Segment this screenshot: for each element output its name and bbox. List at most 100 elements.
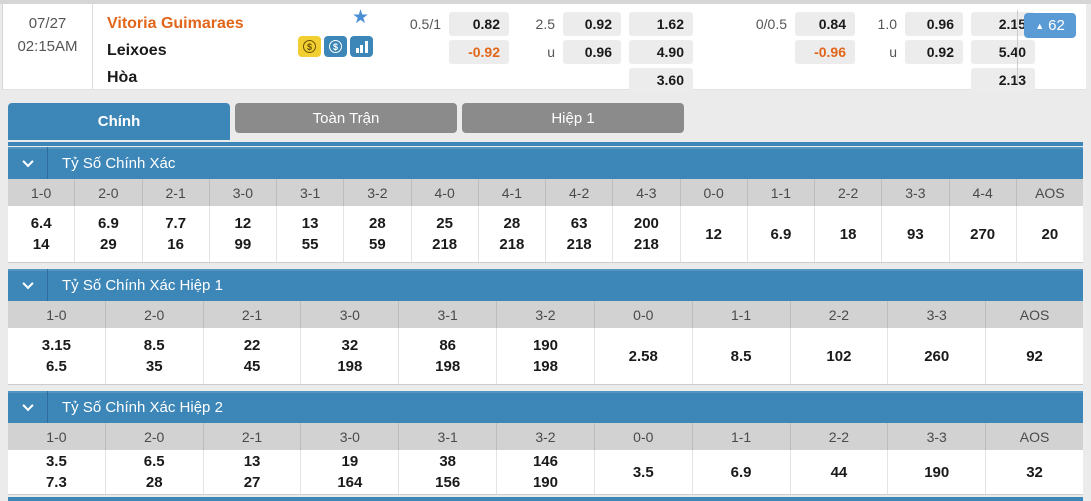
odds-value[interactable]: 93 [907, 225, 924, 243]
odds-value[interactable]: 218 [432, 236, 458, 253]
odds-value[interactable]: 13 [243, 453, 261, 470]
odds-cell-1-1[interactable]: 8.5 [693, 328, 791, 384]
odds-value[interactable]: 99 [234, 236, 252, 253]
away-team-name[interactable]: Leixoes [107, 41, 167, 59]
tab-1[interactable]: Toàn Trận [235, 103, 457, 133]
odds-value[interactable]: 8.5 [730, 347, 752, 365]
odds-cell-0-0[interactable]: 12 [681, 206, 748, 262]
odds-cell-2-0[interactable]: 6.9 29 [75, 206, 143, 262]
odds-cell-2-1[interactable]: 22 45 [204, 328, 302, 384]
odds-cell-4-2[interactable]: 63 218 [546, 206, 614, 262]
odds-value[interactable]: 218 [566, 236, 592, 253]
odds-cell-4-1[interactable]: 28 218 [479, 206, 546, 262]
odds-value[interactable]: 6.9 [770, 225, 792, 243]
odds-cell-3-0[interactable]: 32 198 [301, 328, 400, 384]
odds-cell-3-1[interactable]: 38 156 [399, 450, 498, 494]
more-markets-badge[interactable]: ▲ 62 [1024, 13, 1076, 38]
odds-cell-3-3[interactable]: 93 [882, 206, 950, 262]
odds-value[interactable]: 190 [924, 463, 950, 481]
odds-value[interactable]: 20 [1041, 225, 1059, 243]
odds-value[interactable]: 55 [301, 236, 319, 253]
odds-cell-2-0[interactable]: 6.5 28 [106, 450, 204, 494]
odds-value[interactable]: 12 [705, 225, 722, 243]
odds-value[interactable]: 218 [499, 236, 525, 253]
odds-cell-2-2[interactable]: 102 [791, 328, 889, 384]
collapse-button[interactable] [8, 147, 48, 179]
h1-handicap-home-odds[interactable]: 0.84 [795, 12, 855, 36]
odds-cell-3-0[interactable]: 19 164 [301, 450, 400, 494]
odds-value[interactable]: 190 [532, 337, 558, 354]
h1-1x2-draw-odds[interactable]: 5.40 [971, 40, 1035, 64]
odds-value[interactable]: 28 [503, 215, 521, 232]
odds-cell-3-3[interactable]: 190 [888, 450, 987, 494]
bar-chart-icon[interactable] [350, 36, 373, 57]
odds-value[interactable]: 164 [337, 474, 363, 491]
odds-value[interactable]: 7.7 [165, 215, 187, 232]
odds-value[interactable]: 6.5 [143, 453, 165, 470]
odds-value[interactable]: 86 [439, 337, 456, 354]
odds-value[interactable]: 3.5 [632, 463, 654, 481]
odds-value[interactable]: 28 [145, 474, 163, 491]
odds-value[interactable]: 32 [341, 337, 359, 354]
section-header[interactable]: Tỷ Số Chính Xác Hiệp 2 [8, 391, 1083, 423]
collapse-button[interactable] [8, 269, 48, 301]
odds-cell-AOS[interactable]: 20 [1017, 206, 1083, 262]
odds-value[interactable]: 6.4 [30, 215, 52, 232]
odds-cell-3-2[interactable]: 190 198 [497, 328, 595, 384]
odds-value[interactable]: 156 [435, 474, 461, 491]
ft-1x2-draw-odds[interactable]: 4.90 [629, 40, 693, 64]
h1-1x2-away-odds[interactable]: 2.13 [971, 68, 1035, 92]
odds-value[interactable]: 12 [234, 215, 252, 232]
odds-value[interactable]: 29 [100, 236, 117, 253]
coin-dollar-icon[interactable]: $ [298, 36, 321, 57]
odds-value[interactable]: 28 [369, 215, 386, 232]
h1-total-under-odds[interactable]: 0.92 [905, 40, 963, 64]
odds-value[interactable]: 59 [369, 236, 386, 253]
tab-0[interactable]: Chính [8, 103, 230, 140]
odds-cell-3-1[interactable]: 13 55 [277, 206, 345, 262]
dollar-circle-icon[interactable]: $ [324, 36, 347, 57]
odds-cell-3-0[interactable]: 12 99 [210, 206, 277, 262]
odds-value[interactable]: 198 [532, 358, 558, 375]
home-team-name[interactable]: Vitoria Guimaraes [107, 14, 244, 32]
section-header[interactable]: Tỷ Số Chính Xác Hiệp 1 [8, 269, 1083, 301]
odds-cell-1-0[interactable]: 3.15 6.5 [8, 328, 106, 384]
odds-cell-2-1[interactable]: 13 27 [204, 450, 302, 494]
odds-value[interactable]: 45 [243, 358, 261, 375]
h1-handicap-away-odds[interactable]: -0.96 [795, 40, 855, 64]
odds-cell-1-0[interactable]: 6.4 14 [8, 206, 76, 262]
odds-cell-2-2[interactable]: 18 [815, 206, 883, 262]
odds-value[interactable]: 7.3 [45, 474, 67, 491]
odds-cell-1-1[interactable]: 6.9 [693, 450, 791, 494]
odds-value[interactable]: 92 [1026, 347, 1043, 365]
odds-cell-4-3[interactable]: 200 218 [613, 206, 681, 262]
ft-1x2-away-odds[interactable]: 3.60 [629, 68, 693, 92]
odds-value[interactable]: 14 [32, 236, 50, 253]
odds-cell-1-0[interactable]: 3.5 7.3 [8, 450, 106, 494]
odds-value[interactable]: 22 [243, 337, 261, 354]
odds-value[interactable]: 6.5 [45, 358, 67, 375]
odds-value[interactable]: 3.5 [45, 453, 67, 470]
odds-value[interactable]: 18 [839, 225, 857, 243]
collapse-button[interactable] [8, 391, 48, 423]
odds-value[interactable]: 6.9 [97, 215, 119, 232]
odds-value[interactable]: 27 [243, 474, 261, 491]
odds-value[interactable]: 44 [830, 463, 848, 481]
odds-cell-AOS[interactable]: 32 [986, 450, 1083, 494]
odds-value[interactable]: 35 [145, 358, 163, 375]
odds-value[interactable]: 200 [633, 215, 659, 232]
odds-value[interactable]: 2.58 [628, 347, 658, 365]
odds-cell-3-2[interactable]: 146 190 [497, 450, 595, 494]
odds-value[interactable]: 3.15 [41, 337, 71, 354]
favorite-star-icon[interactable]: ★ [351, 7, 369, 28]
odds-value[interactable]: 260 [924, 347, 950, 365]
odds-value[interactable]: 19 [341, 453, 359, 470]
odds-value[interactable]: 198 [435, 358, 461, 375]
odds-cell-3-1[interactable]: 86 198 [399, 328, 498, 384]
odds-value[interactable]: 190 [532, 474, 558, 491]
odds-cell-1-1[interactable]: 6.9 [748, 206, 815, 262]
odds-cell-2-0[interactable]: 8.5 35 [106, 328, 204, 384]
odds-cell-AOS[interactable]: 92 [986, 328, 1083, 384]
odds-value[interactable]: 102 [826, 347, 852, 365]
section-header[interactable]: Tỷ Số Chính Xác [8, 147, 1083, 179]
